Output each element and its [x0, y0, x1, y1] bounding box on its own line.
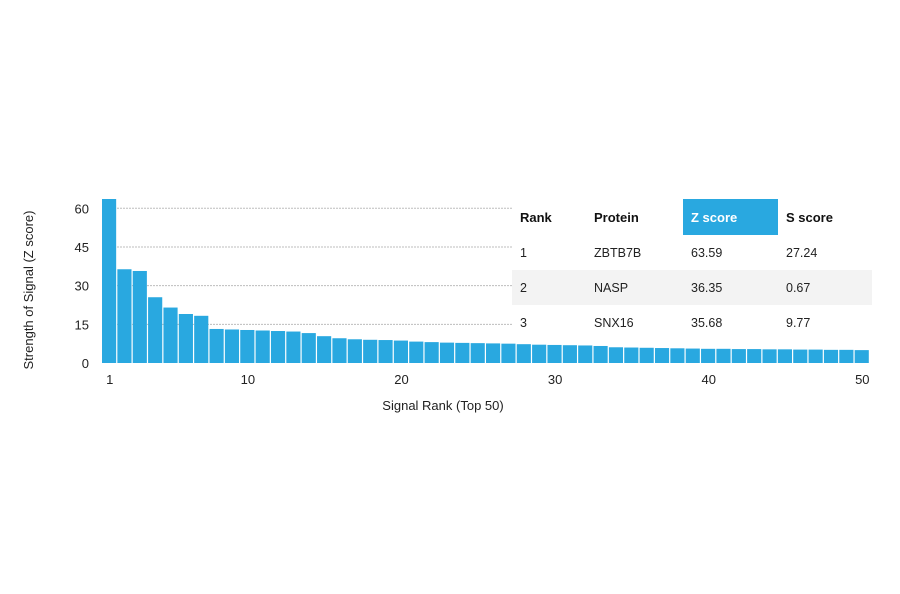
table-header-protein: Protein — [594, 210, 639, 225]
x-axis-ticks: 1 10 20 30 40 50 — [106, 372, 869, 387]
bar-rank-3 — [132, 270, 147, 363]
table-header-s-score: S score — [786, 210, 833, 225]
bar-rank-8 — [209, 328, 224, 363]
bar-rank-28 — [516, 344, 531, 363]
bar-rank-33 — [593, 345, 608, 363]
bar-rank-12 — [270, 331, 286, 363]
bar-rank-1 — [102, 199, 117, 363]
bar-rank-11 — [255, 330, 270, 363]
table-cell: 2 — [520, 281, 527, 295]
table-cell: 35.68 — [691, 316, 722, 330]
table-cell: NASP — [594, 281, 628, 295]
table-cell: 3 — [520, 316, 527, 330]
results-table: Rank Protein Z score S score 1 ZBTB7B 63.59 27.… — [512, 199, 872, 340]
table-row — [512, 270, 872, 305]
table-cell: 1 — [520, 246, 527, 260]
y-axis-title: Strength of Signal (Z score) — [21, 211, 36, 370]
bar-rank-2 — [117, 269, 132, 363]
bar-rank-40 — [701, 348, 716, 363]
table-cell: 9.77 — [786, 316, 810, 330]
bar-rank-10 — [240, 329, 255, 363]
table-cell: SNX16 — [594, 316, 634, 330]
x-axis-title: Signal Rank (Top 50) — [382, 398, 503, 413]
bar-rank-21 — [409, 341, 424, 363]
x-tick-label: 20 — [394, 372, 408, 387]
bar-rank-26 — [486, 343, 501, 363]
bars — [102, 199, 869, 363]
table-row — [512, 235, 872, 270]
table-header-rank: Rank — [520, 210, 553, 225]
table-cell: 27.24 — [786, 246, 817, 260]
bar-rank-18 — [363, 339, 378, 363]
y-tick-label: 0 — [82, 356, 89, 371]
y-axis-ticks: 0 15 30 45 60 — [75, 201, 89, 371]
bar-rank-38 — [670, 348, 685, 363]
bar-rank-7 — [194, 315, 209, 363]
bar-rank-25 — [470, 343, 485, 363]
table-cell: 36.35 — [691, 281, 722, 295]
bar-rank-48 — [823, 349, 839, 363]
bar-rank-41 — [716, 348, 731, 363]
bar-rank-45 — [777, 349, 792, 363]
bar-rank-5 — [163, 307, 178, 363]
bar-rank-35 — [624, 347, 639, 363]
y-tick-label: 45 — [75, 240, 89, 255]
bar-rank-20 — [393, 340, 408, 363]
y-tick-label: 30 — [75, 279, 89, 294]
bar-rank-50 — [854, 350, 869, 363]
bar-rank-23 — [439, 342, 455, 363]
x-tick-label: 30 — [548, 372, 562, 387]
bar-rank-27 — [501, 343, 516, 363]
bar-rank-29 — [532, 344, 547, 363]
bar-rank-30 — [547, 344, 562, 363]
bar-rank-31 — [562, 345, 577, 363]
gridlines — [102, 207, 512, 325]
bar-rank-15 — [317, 336, 332, 363]
bar-rank-39 — [685, 348, 700, 363]
table-cell: ZBTB7B — [594, 246, 641, 260]
bar-rank-13 — [286, 331, 301, 363]
bar-rank-47 — [808, 349, 823, 363]
x-tick-label: 50 — [855, 372, 869, 387]
bar-rank-14 — [301, 333, 316, 363]
table-cell: 0.67 — [786, 281, 810, 295]
x-tick-label: 40 — [701, 372, 715, 387]
bar-rank-17 — [347, 339, 362, 363]
bar-rank-19 — [378, 340, 393, 363]
bar-rank-36 — [639, 347, 654, 363]
bar-rank-32 — [578, 345, 593, 363]
bar-rank-42 — [731, 349, 746, 363]
y-tick-label: 60 — [75, 201, 89, 216]
y-tick-label: 15 — [75, 317, 89, 332]
bar-rank-24 — [455, 342, 470, 363]
bar-rank-22 — [424, 342, 439, 363]
bar-rank-43 — [747, 349, 762, 363]
x-tick-label: 10 — [241, 372, 255, 387]
table-cell: 63.59 — [691, 246, 722, 260]
bar-rank-46 — [793, 349, 808, 363]
z-score-header-highlight — [683, 199, 778, 235]
bar-rank-34 — [608, 347, 624, 363]
bar-rank-37 — [654, 348, 670, 363]
bar-rank-9 — [224, 329, 240, 363]
bar-rank-6 — [178, 313, 193, 363]
table-row — [512, 305, 872, 340]
bar-rank-49 — [839, 349, 854, 363]
bar-rank-16 — [332, 338, 347, 363]
bar-rank-4 — [148, 297, 163, 363]
table-header-z-score: Z score — [691, 210, 737, 225]
bar-rank-44 — [762, 349, 777, 363]
x-tick-label: 1 — [106, 372, 113, 387]
